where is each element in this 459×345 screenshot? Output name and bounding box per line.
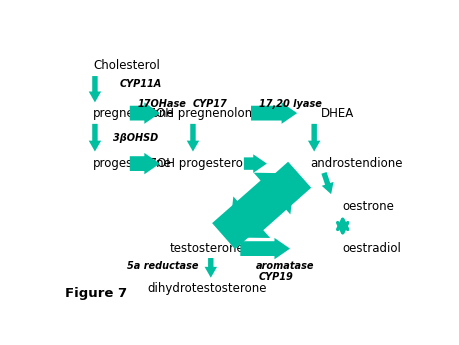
Text: progesterone: progesterone — [93, 157, 172, 170]
Text: 17OHase: 17OHase — [137, 99, 186, 109]
Text: oestrone: oestrone — [342, 200, 394, 213]
Text: 3βOHSD: 3βOHSD — [112, 134, 157, 144]
Text: CYP17: CYP17 — [193, 99, 227, 109]
Text: Figure 7: Figure 7 — [64, 287, 127, 300]
Text: CYP11A: CYP11A — [120, 79, 162, 89]
Text: 17OH progesterone: 17OH progesterone — [142, 157, 257, 170]
Text: Cholesterol: Cholesterol — [93, 59, 160, 72]
Text: androstendione: androstendione — [310, 157, 402, 170]
Text: aromatase: aromatase — [255, 261, 313, 271]
Text: oestradiol: oestradiol — [342, 242, 401, 255]
Text: testosterone: testosterone — [169, 242, 244, 255]
Text: DHEA: DHEA — [320, 107, 354, 120]
Text: CYP19: CYP19 — [258, 272, 293, 282]
Text: dihydrotestosterone: dihydrotestosterone — [147, 282, 266, 295]
Text: 17OH pregnenolone: 17OH pregnenolone — [140, 107, 259, 120]
Text: 17,20 lyase: 17,20 lyase — [258, 99, 321, 109]
Text: pregnenolone: pregnenolone — [93, 107, 174, 120]
Text: 5a reductase: 5a reductase — [127, 261, 198, 271]
